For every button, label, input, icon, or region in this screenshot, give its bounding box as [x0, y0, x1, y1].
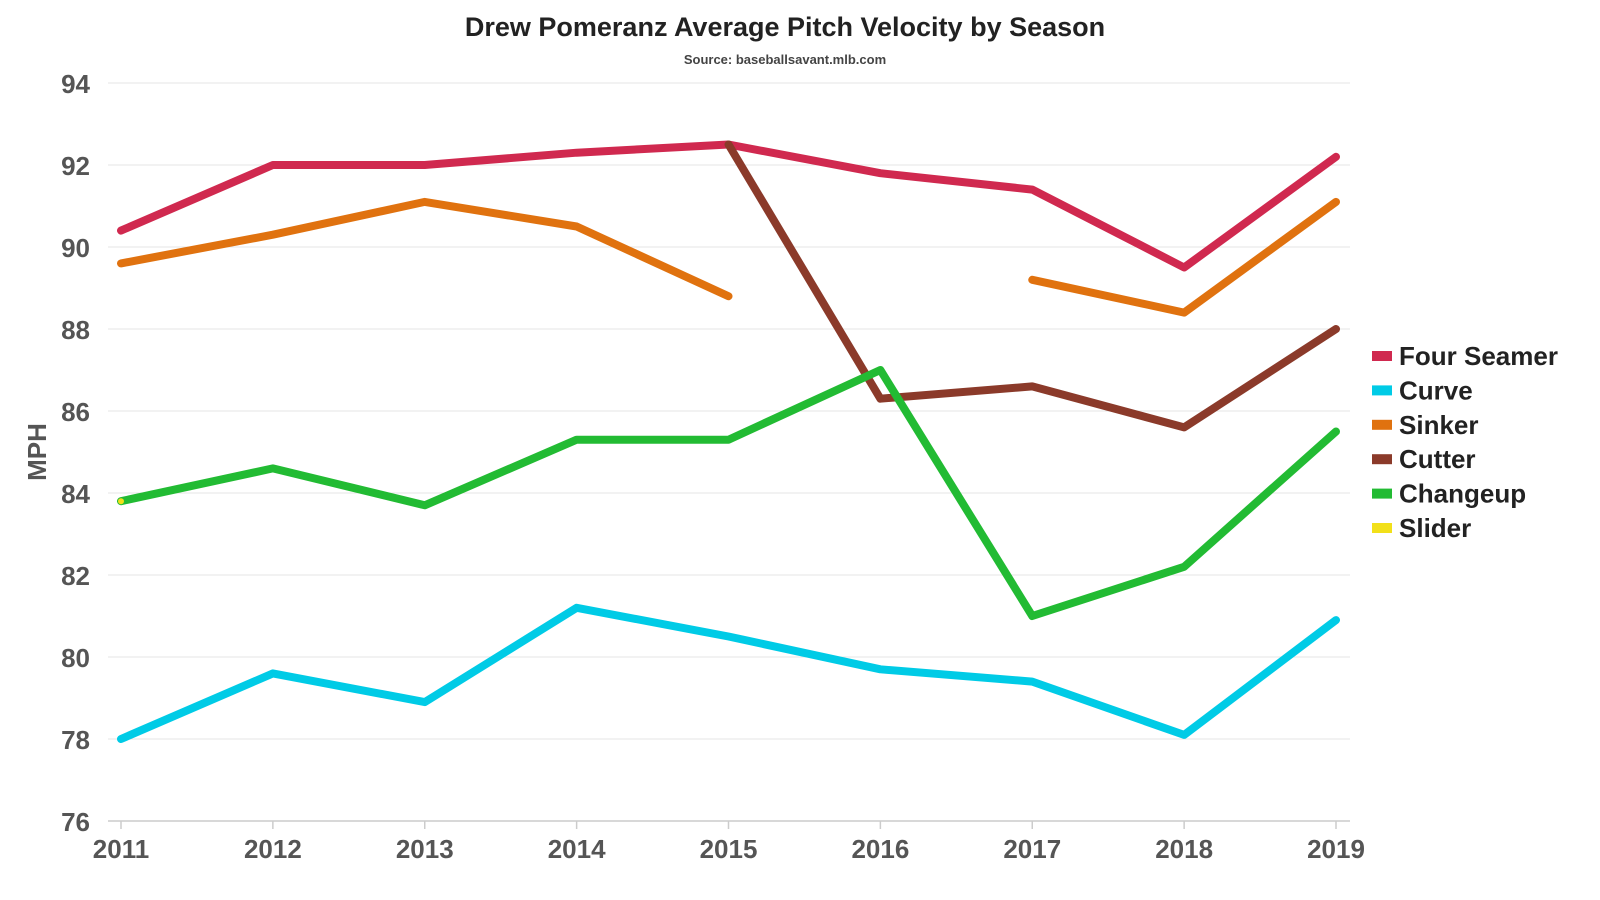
chart-title: Drew Pomeranz Average Pitch Velocity by …	[465, 12, 1105, 42]
x-tick-label: 2017	[1003, 834, 1061, 864]
legend-label: Curve	[1399, 375, 1473, 405]
x-tick-label: 2016	[851, 834, 909, 864]
y-tick-label: 76	[61, 807, 90, 837]
y-tick-label: 80	[61, 643, 90, 673]
y-tick-label: 82	[61, 561, 90, 591]
series-changeup	[117, 366, 1340, 620]
legend-item-four-seamer: Four Seamer	[1372, 341, 1558, 371]
legend-label: Changeup	[1399, 479, 1526, 509]
y-tick-labels: 76 78 80 82 84 86 88 90 92 94	[61, 69, 90, 837]
series-line-cutter	[724, 140, 1340, 432]
y-tick-label: 78	[61, 725, 90, 755]
x-tick-labels: 2011 2012 2013 2014 2015 2016 2017 2018 2019	[93, 821, 1365, 864]
x-tick-label: 2011	[93, 834, 149, 864]
legend-item-cutter: Cutter	[1372, 444, 1476, 474]
y-tick-label: 92	[61, 151, 90, 181]
series-line-sinker	[1028, 197, 1340, 317]
legend-item-changeup: Changeup	[1372, 479, 1526, 509]
legend-label: Cutter	[1399, 444, 1476, 474]
legend-swatch	[1372, 488, 1392, 499]
x-tick-label: 2019	[1307, 834, 1365, 864]
legend-item-curve: Curve	[1372, 375, 1473, 405]
legend-label: Slider	[1399, 513, 1471, 543]
y-tick-label: 86	[61, 397, 90, 427]
legend-label: Sinker	[1399, 410, 1479, 440]
series-sinker	[117, 197, 1340, 317]
legend-swatch	[1372, 385, 1392, 396]
series-slider	[118, 498, 124, 505]
series-lines	[117, 140, 1340, 743]
x-tick-label: 2014	[548, 834, 606, 864]
series-line-sinker	[117, 197, 733, 301]
legend-label: Four Seamer	[1399, 341, 1558, 371]
series-four-seamer	[117, 140, 1340, 272]
chart-subtitle: Source: baseballsavant.mlb.com	[684, 52, 886, 67]
series-curve	[117, 603, 1340, 743]
series-cutter	[724, 140, 1340, 432]
y-tick-label: 88	[61, 315, 90, 345]
legend-item-slider: Slider	[1372, 513, 1471, 543]
legend-item-sinker: Sinker	[1372, 410, 1479, 440]
y-tick-label: 84	[61, 479, 90, 509]
x-tick-label: 2013	[396, 834, 454, 864]
y-axis-label: MPH	[22, 423, 52, 481]
legend-swatch	[1372, 523, 1392, 533]
x-tick-label: 2012	[244, 834, 302, 864]
legend: Four Seamer Curve Sinker Cutter Changeup Slid…	[1372, 341, 1558, 543]
x-tick-label: 2018	[1155, 834, 1213, 864]
x-tick-label: 2015	[700, 834, 758, 864]
series-line-changeup	[117, 366, 1340, 620]
series-line-curve	[117, 603, 1340, 743]
y-tick-label: 90	[61, 233, 90, 263]
legend-swatch	[1372, 454, 1392, 465]
y-tick-label: 94	[61, 69, 90, 99]
series-point-slider	[118, 498, 124, 505]
gridlines	[108, 82, 1350, 740]
series-line-four-seamer	[117, 140, 1340, 272]
legend-swatch	[1372, 419, 1392, 430]
legend-swatch	[1372, 351, 1392, 361]
